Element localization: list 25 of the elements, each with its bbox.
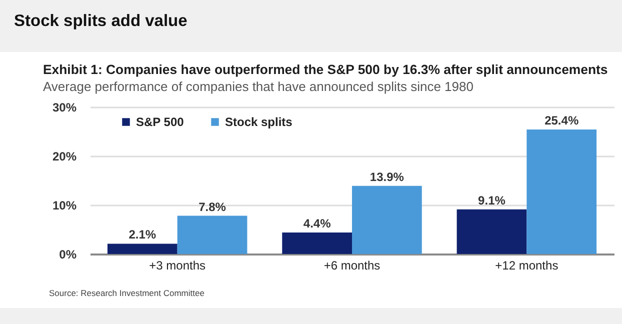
y-tick-label: 30% xyxy=(52,100,77,114)
bar xyxy=(352,186,422,254)
x-tick-label: +3 months xyxy=(149,258,206,272)
data-label: 7.8% xyxy=(198,200,226,214)
x-tick-label: +12 months xyxy=(495,258,558,272)
bar xyxy=(282,232,352,254)
x-tick-label: +6 months xyxy=(324,258,380,272)
legend-label: S&P 500 xyxy=(136,115,184,129)
y-tick-label: 10% xyxy=(52,198,77,212)
bar xyxy=(456,209,527,254)
bar xyxy=(526,130,597,254)
bar xyxy=(107,244,178,254)
source-note: Source: Research Investment Committee xyxy=(49,288,205,298)
data-label: 25.4% xyxy=(544,114,579,128)
data-label: 2.1% xyxy=(128,228,156,242)
chart-subtitle: Exhibit 1: Companies have outperformed the S&P 500 by 16.3% after split announcements xyxy=(43,62,608,77)
bar xyxy=(177,216,248,254)
data-label: 9.1% xyxy=(478,193,506,208)
chart-title: Stock splits add value xyxy=(14,12,188,30)
legend-label: Stock splits xyxy=(225,115,293,129)
y-tick-label: 20% xyxy=(52,150,77,164)
data-label: 4.4% xyxy=(303,216,332,230)
y-tick-label: 0% xyxy=(59,248,77,262)
data-label: 13.9% xyxy=(370,170,404,184)
text: Average performance of companies that have announced splits since 1980 xyxy=(43,79,474,94)
